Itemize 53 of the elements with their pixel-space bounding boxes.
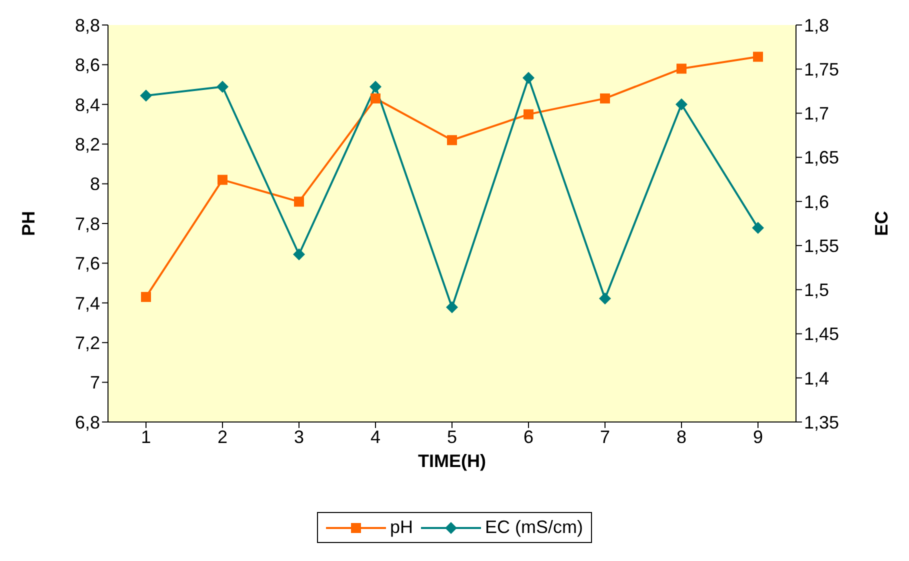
point [522,72,534,84]
point [753,52,763,62]
y-tick-label: 8,4 [74,94,100,115]
y2-tick-label: 1,8 [804,15,830,36]
point [141,292,151,302]
y2-tick-label: 1,65 [804,148,840,168]
y-tick-label: 8,8 [74,15,100,36]
x-tick-label: 1 [140,426,152,447]
point [370,93,380,104]
x-tick-label: 8 [676,426,687,447]
legend-label: EC (mS/cm) [485,517,583,538]
x-tick-label: 7 [600,426,610,447]
x-tick-label: 3 [294,426,304,447]
point [218,174,228,185]
point [446,301,458,314]
y-axis-title: PH [18,210,38,236]
y2-tick-label: 1,75 [804,60,840,80]
y-tick-label: 8,2 [74,134,100,154]
y-tick-label: 7,2 [74,332,100,353]
point [294,196,304,207]
point [447,135,457,146]
y2-tick-label: 1,55 [804,236,840,256]
point [599,292,611,304]
point [140,90,152,102]
y-tick-label: 8,6 [74,55,100,76]
y-tick-label: 7,6 [74,254,100,274]
x-axis-title: TIME(H) [418,451,486,471]
point [216,80,228,93]
y2-axis-title: EC [871,210,892,236]
x-tick-label: 9 [752,426,764,447]
y2-tick-label: 1,35 [804,412,840,432]
legend-label: pH [390,517,413,538]
point [752,222,764,234]
point [600,93,610,104]
x-tick-label: 5 [446,426,458,447]
y2-tick-label: 1,45 [804,324,840,344]
y-tick-label: 7,4 [74,293,100,314]
point [293,248,305,260]
point [676,98,688,110]
point [524,109,534,120]
x-tick-label: 4 [370,426,381,447]
y-tick-label: 7 [90,372,100,393]
y-tick-label: 8 [90,174,100,194]
y2-tick-label: 1,4 [804,368,830,388]
point [370,80,382,93]
point [676,64,686,74]
y-tick-label: 7,8 [74,214,100,234]
x-tick-label: 2 [217,426,228,447]
y2-tick-label: 1,5 [804,280,830,300]
y2-tick-label: 1,7 [804,104,830,124]
y-tick-label: 6,8 [74,412,100,432]
x-tick-label: 6 [523,426,534,447]
y2-tick-label: 1,6 [804,192,830,212]
